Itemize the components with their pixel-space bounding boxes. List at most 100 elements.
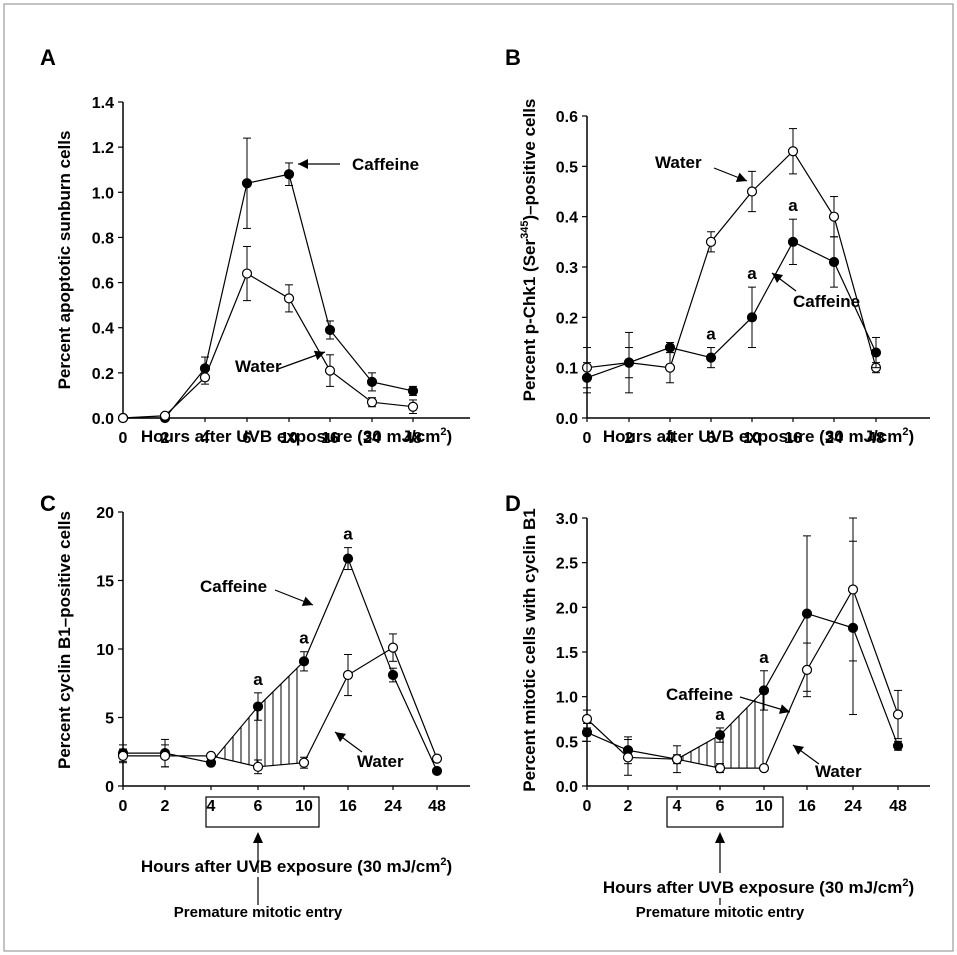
y-tick-label: 0.2 <box>92 366 114 383</box>
data-point <box>366 376 378 387</box>
y-axis-label-text: Percent mitotic cells with cyclin B1 <box>520 508 539 791</box>
significance-marker: a <box>715 705 725 724</box>
label-arrow-head <box>298 159 308 169</box>
x-tick-label: 10 <box>295 798 313 815</box>
data-point <box>342 553 354 564</box>
y-axis-label-text: Percent p-Chk1 (Ser <box>520 238 539 401</box>
data-point <box>828 211 840 222</box>
data-point <box>581 727 593 738</box>
data-point <box>407 401 419 412</box>
x-axis-label-end: ) <box>908 878 914 897</box>
series-caffeine <box>117 547 443 777</box>
data-point <box>758 763 770 774</box>
x-tick-label: 6 <box>707 430 716 447</box>
significance-marker: a <box>253 670 263 689</box>
x-tick-label: 24 <box>363 430 381 447</box>
x-tick-label: 10 <box>280 430 298 447</box>
y-axis-label: Percent cyclin B1–positive cells <box>55 511 74 769</box>
y-tick-label: 0.2 <box>556 310 578 327</box>
x-tick-label: 4 <box>201 430 210 447</box>
series-line <box>123 556 438 772</box>
x-tick-label: 16 <box>339 798 357 815</box>
series-label: Caffeine <box>352 155 419 174</box>
panel-letter: B <box>505 45 521 70</box>
x-axis-label-text: Hours after UVB exposure (30 mJ/cm <box>141 857 441 876</box>
data-point <box>342 669 354 681</box>
x-tick-label: 2 <box>161 430 170 447</box>
data-point <box>623 357 635 368</box>
label-arrow-head <box>335 732 347 742</box>
x-tick-label: 16 <box>321 430 339 447</box>
x-axis-label-text: Hours after UVB exposure (30 mJ/cm <box>603 427 903 446</box>
highlight-box <box>666 796 784 828</box>
series-caffeine <box>581 535 904 774</box>
x-axis-label: Hours after UVB exposure (30 mJ/cm2) <box>603 426 914 446</box>
significance-marker: a <box>299 629 309 648</box>
y-tick-label: 0.4 <box>92 321 114 338</box>
y-tick-label: 3.0 <box>556 511 578 528</box>
x-axis-label-text: Hours after UVB exposure (30 mJ/cm <box>603 878 903 897</box>
significance-marker: a <box>706 325 716 344</box>
x-tick-label: 24 <box>825 430 843 447</box>
y-axis-label-text: Percent cyclin B1–positive cells <box>55 511 74 769</box>
data-point <box>241 268 253 279</box>
y-axis-label: Percent apoptotic sunburn cells <box>55 131 74 390</box>
y-axis-label-text: Percent apoptotic sunburn cells <box>55 131 74 390</box>
x-tick-label: 16 <box>784 430 802 447</box>
y-tick-label: 1.5 <box>556 645 578 662</box>
y-tick-label: 10 <box>96 642 114 659</box>
data-point <box>801 608 813 619</box>
y-tick-label: 1.0 <box>92 185 114 202</box>
x-tick-label: 2 <box>625 430 634 447</box>
y-tick-label: 5 <box>105 711 114 728</box>
data-point <box>664 342 676 353</box>
x-tick-label: 24 <box>844 798 862 815</box>
x-tick-label: 0 <box>119 430 128 447</box>
x-axis-label-sup: 2 <box>902 877 908 889</box>
series-label: Caffeine <box>666 685 733 704</box>
y-tick-label: 0.5 <box>556 159 578 176</box>
x-axis-label-end: ) <box>446 427 452 446</box>
y-axis-label: Percent p-Chk1 (Ser345)–positive cells <box>519 99 539 402</box>
data-point <box>366 397 378 408</box>
data-point <box>847 584 859 595</box>
data-point <box>117 750 129 761</box>
y-tick-label: 0.6 <box>556 109 578 126</box>
y-tick-label: 2.5 <box>556 556 578 573</box>
y-tick-label: 15 <box>96 574 114 591</box>
series-line <box>123 646 438 768</box>
series-line <box>586 588 899 769</box>
y-tick-label: 1.2 <box>92 140 114 157</box>
panel-a: A0.00.20.40.60.81.01.21.40 2 4 6 10 16 24 48Per… <box>40 45 470 447</box>
x-tick-label: 4 <box>666 430 675 447</box>
series-label: Caffeine <box>793 292 860 311</box>
data-point <box>159 410 171 421</box>
data-point <box>387 642 399 653</box>
x-tick-label: 2 <box>624 798 633 815</box>
y-tick-label: 0.0 <box>556 779 578 796</box>
significance-marker: a <box>343 525 353 544</box>
x-tick-label: 4 <box>673 798 682 815</box>
panel-letter: C <box>40 491 56 516</box>
panel-d: D0.00.51.01.52.02.53.00 2 4 6 10 16 24 48Percen… <box>505 491 930 921</box>
x-axis-label-sup: 2 <box>902 426 908 438</box>
series-label: Water <box>815 762 862 781</box>
series-water <box>581 517 904 776</box>
y-tick-label: 2.0 <box>556 600 578 617</box>
x-tick-label: 6 <box>254 798 263 815</box>
series-label: Caffeine <box>200 577 267 596</box>
data-point <box>581 372 593 383</box>
data-point <box>324 324 336 336</box>
data-point <box>324 365 336 376</box>
x-tick-label: 0 <box>119 798 128 815</box>
label-arrow-head <box>313 350 325 361</box>
x-axis-label-end: ) <box>446 857 452 876</box>
label-arrow-head <box>772 273 783 283</box>
highlight-box <box>205 796 320 828</box>
x-tick-label: 0 <box>583 798 592 815</box>
x-axis-label: Hours after UVB exposure (30 mJ/cm2) <box>141 426 452 446</box>
panel-letter: A <box>40 45 56 70</box>
data-point <box>117 412 129 424</box>
data-point <box>705 236 717 247</box>
